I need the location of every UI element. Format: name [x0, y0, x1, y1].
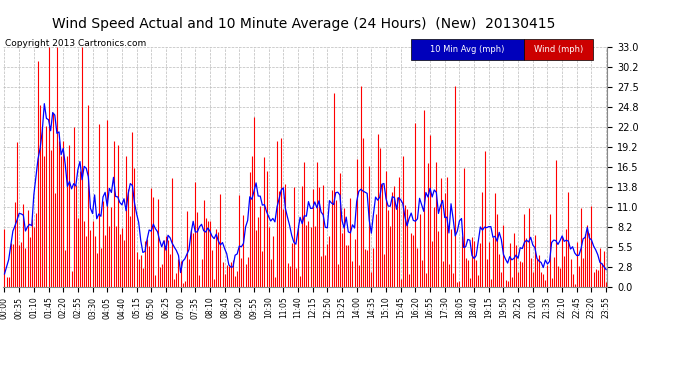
Text: Copyright 2013 Cartronics.com: Copyright 2013 Cartronics.com — [5, 39, 146, 48]
Text: Wind Speed Actual and 10 Minute Average (24 Hours)  (New)  20130415: Wind Speed Actual and 10 Minute Average … — [52, 17, 555, 31]
Text: Wind (mph): Wind (mph) — [534, 45, 584, 54]
Text: 10 Min Avg (mph): 10 Min Avg (mph) — [431, 45, 504, 54]
